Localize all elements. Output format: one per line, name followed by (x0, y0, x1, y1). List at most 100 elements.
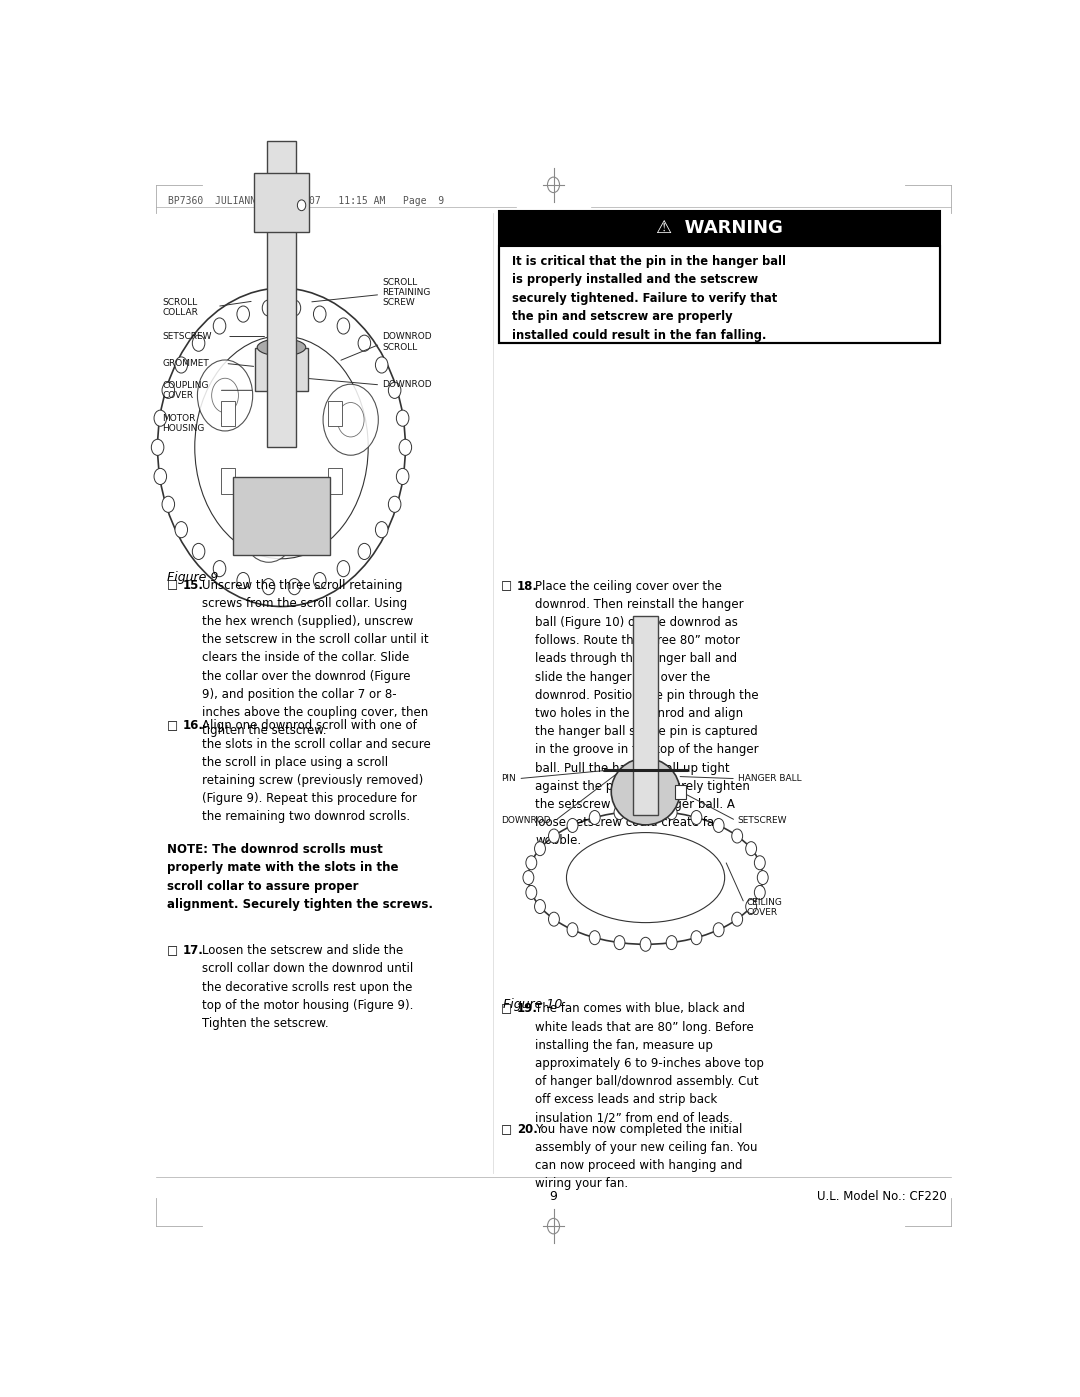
Text: Figure 10: Figure 10 (503, 997, 563, 1011)
Text: SCROLL
RETAINING
SCREW: SCROLL RETAINING SCREW (382, 278, 430, 307)
Bar (328, 401, 341, 426)
Circle shape (158, 288, 405, 606)
Circle shape (175, 521, 188, 538)
Circle shape (192, 543, 205, 560)
Circle shape (400, 439, 411, 455)
Bar (255, 348, 308, 391)
Circle shape (376, 356, 388, 373)
Circle shape (288, 300, 300, 316)
Circle shape (213, 560, 226, 577)
Circle shape (754, 886, 766, 900)
Circle shape (237, 573, 249, 588)
Circle shape (389, 496, 401, 513)
Text: SETSCREW: SETSCREW (163, 332, 212, 341)
Text: HANGER BALL: HANGER BALL (738, 774, 801, 784)
Bar (254, 173, 309, 232)
Text: 19.: 19. (516, 1003, 538, 1016)
Circle shape (313, 573, 326, 588)
Circle shape (732, 912, 743, 926)
Circle shape (567, 819, 578, 833)
Circle shape (713, 923, 724, 937)
Circle shape (154, 468, 166, 485)
Bar (221, 401, 234, 426)
Circle shape (212, 379, 239, 412)
Circle shape (549, 912, 559, 926)
Text: DOWNROD: DOWNROD (501, 816, 551, 826)
Circle shape (526, 886, 537, 900)
Circle shape (154, 411, 166, 426)
Text: Place the ceiling cover over the
downrod. Then reinstall the hanger
ball (Figure: Place the ceiling cover over the downrod… (535, 580, 759, 848)
Circle shape (396, 468, 409, 485)
Text: U.L. Model No.: CF220: U.L. Model No.: CF220 (818, 1190, 947, 1203)
Bar (233, 478, 330, 555)
Circle shape (615, 936, 625, 950)
Circle shape (640, 937, 651, 951)
Circle shape (162, 496, 175, 513)
Text: Align one downrod scroll with one of
the slots in the scroll collar and secure
t: Align one downrod scroll with one of the… (202, 719, 431, 823)
Circle shape (567, 923, 578, 937)
Bar (221, 468, 234, 495)
Circle shape (337, 319, 350, 334)
Ellipse shape (611, 759, 680, 824)
Ellipse shape (567, 833, 725, 922)
Circle shape (323, 384, 378, 455)
Circle shape (194, 335, 368, 559)
Text: □: □ (166, 578, 178, 591)
Text: ⚠  WARNING: ⚠ WARNING (657, 219, 783, 237)
Ellipse shape (528, 810, 762, 944)
Text: DOWNROD: DOWNROD (382, 380, 432, 390)
Text: □: □ (166, 944, 178, 957)
Circle shape (526, 856, 537, 870)
Circle shape (175, 356, 188, 373)
Circle shape (376, 521, 388, 538)
Circle shape (262, 300, 274, 316)
Circle shape (198, 360, 253, 430)
Text: 16.: 16. (183, 719, 204, 732)
Circle shape (615, 806, 625, 820)
Ellipse shape (257, 338, 306, 356)
Text: 18.: 18. (516, 580, 538, 592)
Text: Unscrew the three scroll retaining
screws from the scroll collar. Using
the hex : Unscrew the three scroll retaining screw… (202, 578, 429, 738)
Circle shape (162, 383, 175, 398)
Circle shape (745, 900, 757, 914)
Text: DOWNROD
SCROLL: DOWNROD SCROLL (382, 332, 432, 352)
Circle shape (396, 411, 409, 426)
Bar (499, 246, 941, 344)
Text: □: □ (501, 580, 512, 592)
Circle shape (297, 200, 306, 211)
Circle shape (192, 335, 205, 351)
Circle shape (754, 856, 766, 870)
Circle shape (535, 841, 545, 855)
Circle shape (151, 439, 164, 455)
Text: You have now completed the initial
assembly of your new ceiling fan. You
can now: You have now completed the initial assem… (535, 1123, 757, 1190)
Text: It is critical that the pin in the hanger ball
is properly installed and the set: It is critical that the pin in the hange… (512, 254, 785, 342)
Circle shape (590, 930, 600, 944)
Text: GROMMET: GROMMET (163, 359, 210, 367)
Circle shape (666, 806, 677, 820)
Circle shape (359, 543, 370, 560)
Text: □: □ (166, 719, 178, 732)
Text: The fan comes with blue, black and
white leads that are 80” long. Before
install: The fan comes with blue, black and white… (535, 1003, 764, 1125)
Circle shape (640, 803, 651, 817)
Bar (499, 211, 941, 246)
Circle shape (255, 510, 282, 543)
Text: NOTE: The downrod scrolls must
properly mate with the slots in the
scroll collar: NOTE: The downrod scrolls must properly … (166, 844, 433, 911)
Text: 15.: 15. (183, 578, 204, 591)
Bar (328, 468, 341, 495)
Circle shape (359, 335, 370, 351)
Text: Loosen the setscrew and slide the
scroll collar down the downrod until
the decor: Loosen the setscrew and slide the scroll… (202, 944, 414, 1030)
Text: 20.: 20. (516, 1123, 538, 1136)
Text: COUPLING
COVER: COUPLING COVER (163, 380, 210, 400)
Circle shape (691, 810, 702, 824)
Text: Figure 9: Figure 9 (166, 571, 218, 584)
Bar (274, 502, 288, 528)
Bar (499, 211, 941, 344)
Circle shape (713, 819, 724, 833)
Text: 17.: 17. (183, 944, 204, 957)
Circle shape (337, 560, 350, 577)
Circle shape (590, 810, 600, 824)
Circle shape (745, 841, 757, 855)
Text: MOTOR
HOUSING: MOTOR HOUSING (163, 414, 205, 433)
Circle shape (549, 828, 559, 842)
Text: BP7360  JULIANNE   9/19/07   11:15 AM   Page  9: BP7360 JULIANNE 9/19/07 11:15 AM Page 9 (168, 196, 445, 205)
